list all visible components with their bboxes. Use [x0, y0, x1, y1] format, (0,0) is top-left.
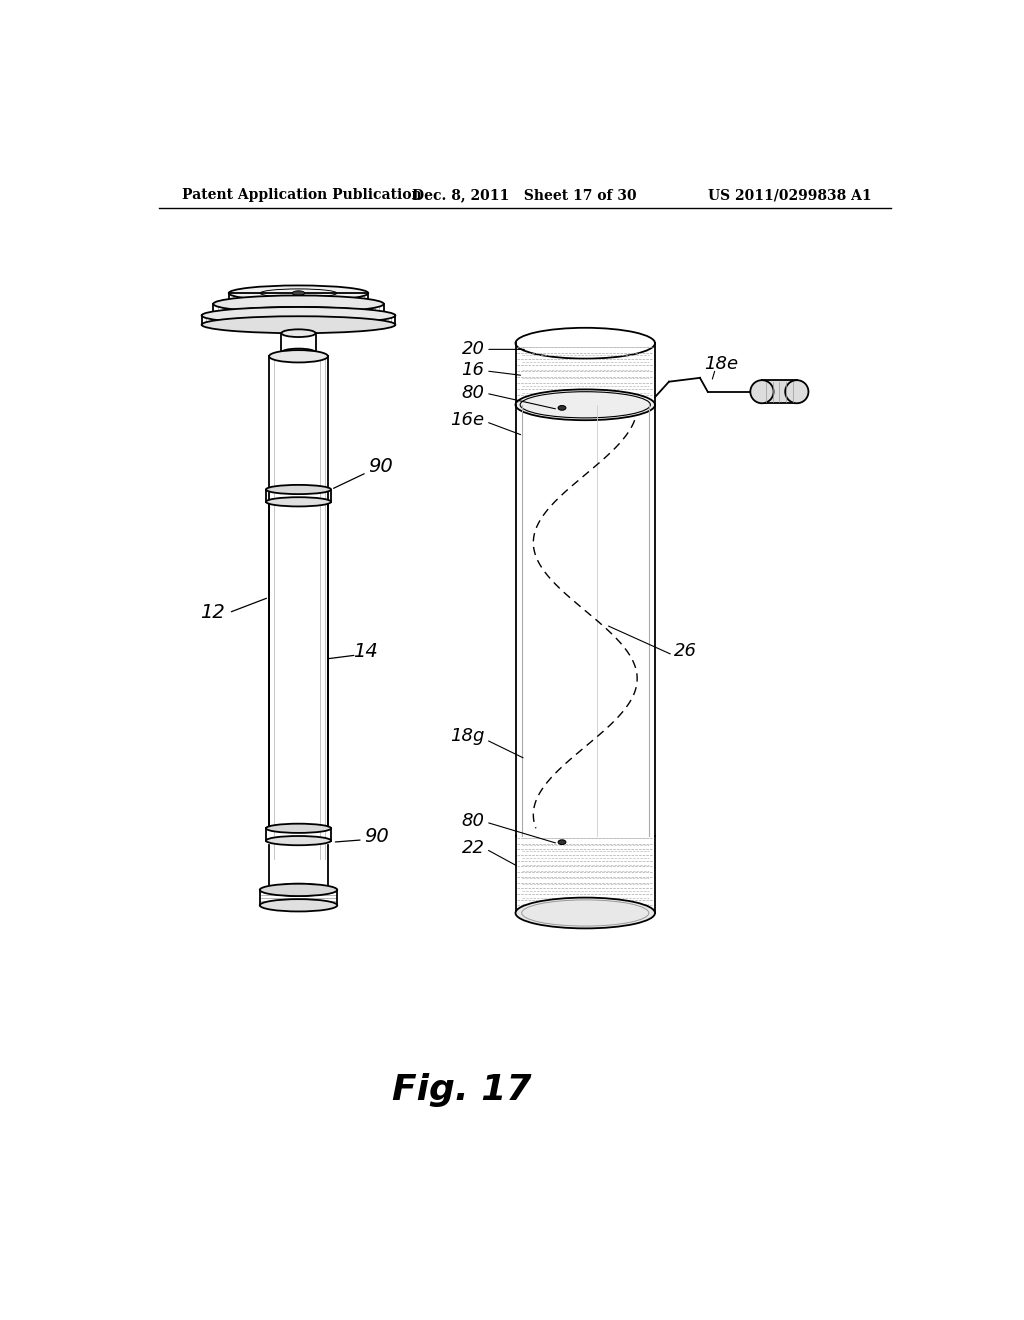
Ellipse shape — [213, 308, 384, 323]
Text: Patent Application Publication: Patent Application Publication — [182, 189, 422, 202]
Ellipse shape — [751, 380, 773, 404]
Ellipse shape — [282, 330, 315, 337]
Ellipse shape — [260, 884, 337, 896]
Ellipse shape — [266, 484, 331, 494]
Polygon shape — [762, 380, 797, 404]
Ellipse shape — [515, 898, 655, 928]
Text: 16e: 16e — [451, 412, 484, 429]
Text: 12: 12 — [200, 603, 225, 622]
Ellipse shape — [269, 350, 328, 363]
Ellipse shape — [228, 285, 369, 301]
Text: 14: 14 — [352, 642, 378, 661]
Ellipse shape — [260, 899, 337, 911]
Ellipse shape — [202, 308, 395, 323]
Ellipse shape — [558, 405, 566, 411]
Ellipse shape — [785, 380, 809, 404]
Text: 20: 20 — [462, 341, 484, 358]
Ellipse shape — [292, 290, 305, 296]
Text: 16: 16 — [462, 362, 484, 379]
Text: 22: 22 — [462, 838, 484, 857]
Text: 90: 90 — [365, 826, 389, 846]
Text: Fig. 17: Fig. 17 — [391, 1073, 531, 1107]
Text: US 2011/0299838 A1: US 2011/0299838 A1 — [709, 189, 872, 202]
Ellipse shape — [266, 836, 331, 845]
Text: 80: 80 — [462, 812, 484, 829]
Ellipse shape — [515, 389, 655, 420]
Ellipse shape — [558, 840, 566, 845]
Text: 90: 90 — [369, 457, 393, 477]
Text: 18g: 18g — [451, 727, 484, 744]
Ellipse shape — [213, 296, 384, 313]
Text: 18e: 18e — [703, 355, 738, 374]
Text: Dec. 8, 2011   Sheet 17 of 30: Dec. 8, 2011 Sheet 17 of 30 — [413, 189, 637, 202]
Text: 80: 80 — [462, 384, 484, 403]
Ellipse shape — [266, 498, 331, 507]
Ellipse shape — [228, 296, 369, 312]
Ellipse shape — [282, 348, 315, 356]
Ellipse shape — [269, 884, 328, 896]
Text: 26: 26 — [675, 643, 697, 660]
Ellipse shape — [202, 317, 395, 333]
Ellipse shape — [266, 824, 331, 833]
